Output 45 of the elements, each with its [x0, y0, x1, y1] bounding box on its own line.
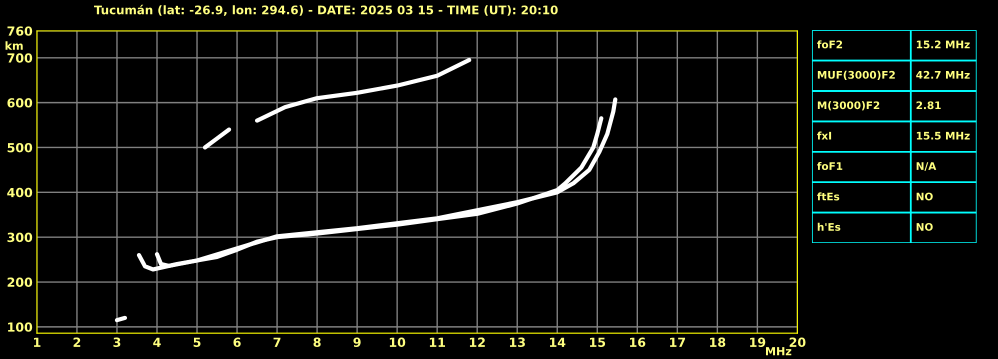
x-tick-label: 16 [630, 338, 646, 347]
x-tick-label: 7 [274, 338, 280, 347]
text: foF2 [817, 40, 842, 48]
y-tick-label: 700 [8, 53, 32, 63]
x-tick-label: 15 [590, 338, 606, 347]
x-tick-label: 10 [390, 338, 406, 347]
x-tick-label: 4 [153, 338, 161, 347]
x-tick-label: 9 [353, 338, 361, 347]
text: ftEs [817, 192, 840, 200]
text: 2.81 [916, 101, 941, 110]
x-tick-label: 11 [430, 338, 446, 347]
y-tick-label: 300 [8, 232, 32, 242]
x-tick-label: 13 [510, 338, 525, 347]
text: h'Es [818, 222, 840, 231]
y-tick-label: 100 [8, 322, 32, 332]
x-tick-label: 19 [750, 338, 766, 347]
text: fxI [817, 132, 832, 140]
chart-title: Tucumán (lat: -26.9, lon: 294.6) - DATE: 2025 03 15 - TIME (UT): 20:10 [94, 4, 558, 16]
y-tick-label: 760 [8, 26, 32, 36]
x-tick-label: 8 [314, 338, 321, 347]
x-tick-label: 12 [470, 338, 485, 347]
x-tick-label: 2 [74, 338, 80, 347]
text: NO [916, 222, 933, 231]
x-tick-label: 14 [550, 338, 566, 347]
text: 15.5 MHz [916, 132, 970, 140]
x-tick-label: 17 [670, 338, 686, 347]
x-tick-label: 3 [113, 338, 120, 347]
y-tick-label: 500 [8, 142, 32, 152]
x-tick-label: 20 [790, 338, 806, 347]
x-tick-label: 5 [194, 338, 200, 347]
text: NO [916, 192, 933, 200]
y-tick-label: 200 [8, 277, 32, 287]
text: M(3000)F2 [818, 101, 880, 110]
y-tick-label: 600 [7, 98, 32, 108]
y-tick-label: 400 [7, 188, 32, 198]
text: 42.7 MHz [916, 70, 970, 79]
y-axis-title: km [6, 41, 23, 50]
text: N/A [916, 162, 936, 171]
text: MUF(3000)F2 [818, 70, 895, 80]
x-tick-label: 6 [233, 338, 241, 347]
text: 15.2 MHz [916, 40, 970, 48]
x-axis-title: MHz [766, 347, 792, 356]
x-tick-label: 1 [34, 338, 40, 347]
text: foF1 [817, 162, 842, 170]
x-tick-label: 18 [710, 338, 726, 347]
